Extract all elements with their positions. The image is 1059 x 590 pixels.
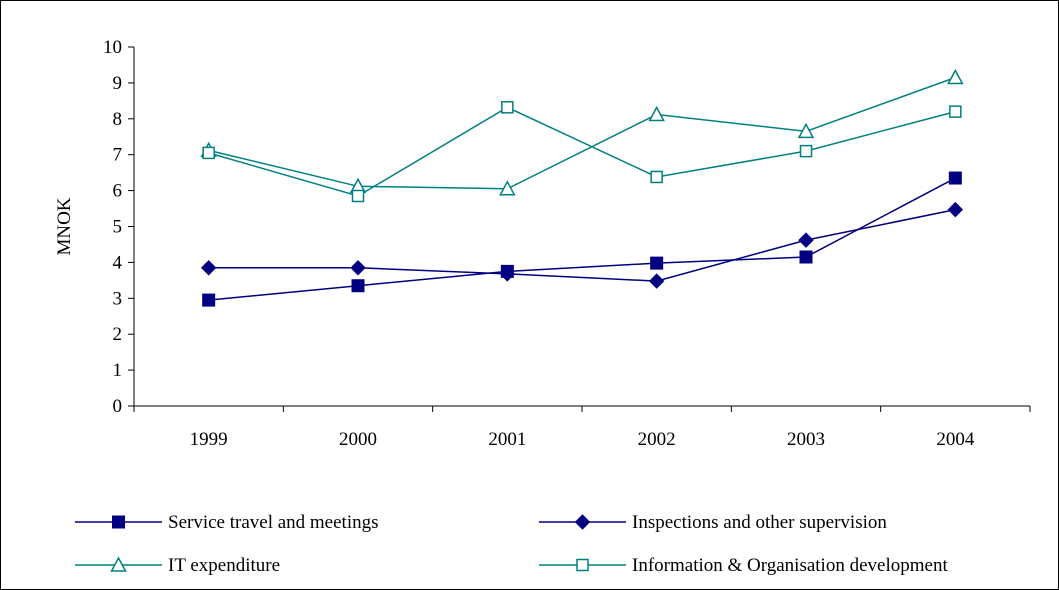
x-tick-label: 2003 — [787, 429, 825, 450]
data-point — [948, 171, 962, 185]
series-line — [208, 106, 956, 197]
legend-entry: Inspections and other supervision — [539, 512, 887, 533]
legend-marker — [576, 558, 589, 572]
y-tick-label: 5 — [113, 217, 123, 238]
legend-label: Inspections and other supervision — [632, 512, 887, 533]
legend-entry: Information & Organisation development — [539, 555, 948, 576]
y-tick-label: 4 — [113, 252, 123, 273]
data-point — [648, 273, 665, 289]
series-line — [208, 76, 956, 190]
data-point — [501, 101, 514, 114]
data-point — [798, 232, 814, 248]
series-layer — [200, 68, 964, 307]
y-tick-label: 9 — [113, 73, 123, 94]
data-point — [797, 122, 815, 139]
legend-marker — [110, 556, 127, 572]
legend-label: IT expenditure — [168, 555, 280, 576]
data-point — [499, 180, 516, 196]
data-point — [499, 266, 516, 282]
data-point — [947, 201, 964, 218]
series-inspections-and-other-supervision — [200, 201, 964, 289]
data-point — [351, 279, 365, 293]
legend-label: Service travel and meetings — [168, 512, 379, 533]
data-point — [350, 260, 366, 276]
legend-label: Information & Organisation development — [632, 555, 948, 576]
legend: Service travel and meetings Inspections a… — [75, 512, 948, 576]
y-tick-label: 0 — [113, 396, 123, 417]
legend-marker — [112, 515, 125, 529]
data-point — [351, 189, 365, 203]
x-tick-label: 2004 — [936, 429, 975, 450]
y-tick-label: 1 — [113, 360, 123, 381]
legend-entry: Service travel and meetings — [75, 512, 379, 533]
series-it-expenditure — [200, 68, 964, 196]
data-point — [202, 146, 215, 160]
y-tick-label: 3 — [113, 288, 123, 309]
y-tick-label: 10 — [103, 37, 122, 58]
data-point — [947, 68, 964, 85]
data-point — [650, 170, 663, 184]
legend-marker — [574, 514, 591, 530]
y-tick-label: 8 — [113, 109, 123, 130]
x-tick-label: 1999 — [190, 429, 228, 450]
data-point — [949, 105, 962, 118]
data-point — [200, 260, 217, 276]
data-point — [648, 105, 665, 122]
series-line — [208, 177, 956, 301]
axes: 0 1 2 3 4 5 6 7 8 9 10 1999 2000 2001 2002 2003 2004 — [103, 37, 1031, 450]
x-tick-label: 2000 — [339, 429, 377, 450]
x-tick-label: 2002 — [638, 429, 676, 450]
legend-entry: IT expenditure — [75, 555, 280, 576]
data-point — [202, 293, 216, 307]
data-point — [650, 256, 664, 270]
x-tick-label: 2001 — [488, 429, 526, 450]
y-tick-label: 2 — [113, 324, 123, 345]
y-axis-title: MNOK — [54, 197, 75, 255]
series-line — [208, 208, 956, 282]
y-tick-label: 7 — [113, 145, 123, 166]
data-point — [799, 144, 813, 158]
series-information-organisation-development — [202, 101, 962, 203]
y-tick-label: 6 — [113, 181, 123, 202]
series-service-travel-and-meetings — [202, 171, 962, 307]
data-point — [799, 250, 813, 264]
